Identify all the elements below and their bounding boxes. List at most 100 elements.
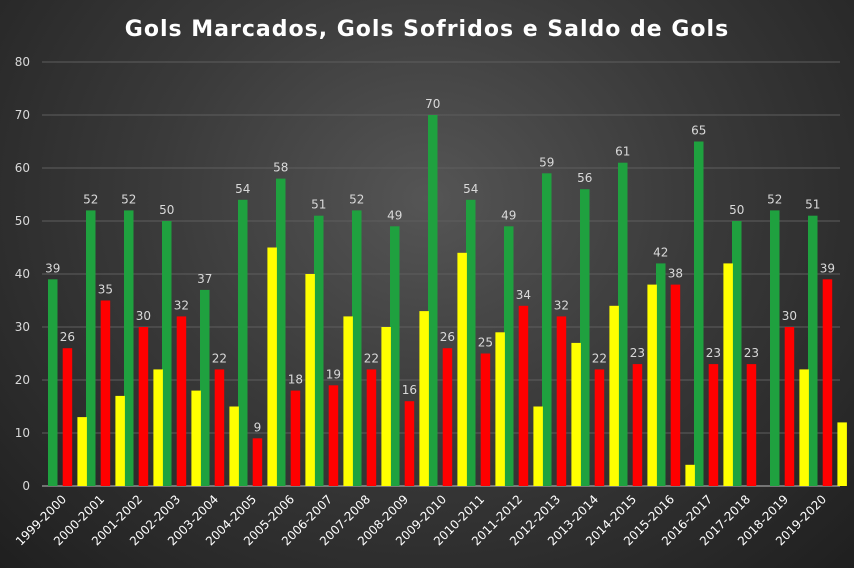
x-axis: 1999-20002000-20012001-20022002-20032003… [13,492,829,548]
data-label: 30 [782,309,797,323]
data-label: 19 [326,367,341,381]
y-tick-label: 10 [15,426,30,440]
bar [328,385,339,486]
data-label: 50 [729,203,744,217]
data-label: 18 [288,373,303,387]
bar [77,417,87,486]
data-label: 52 [349,192,364,206]
bar [518,305,529,486]
y-tick-label: 30 [15,320,30,334]
y-tick-label: 80 [15,55,30,69]
bar [290,390,301,486]
bar [533,406,543,486]
data-label: 52 [767,192,782,206]
bar [466,199,476,487]
bar [404,401,415,486]
bar [594,369,605,486]
bar [100,300,111,486]
bar [381,327,391,486]
y-tick-label: 20 [15,373,30,387]
data-label: 26 [60,330,75,344]
bar [770,210,780,486]
y-tick-label: 50 [15,214,30,228]
data-label: 58 [273,161,288,175]
bar [48,279,58,486]
data-label: 23 [706,346,721,360]
bar [556,316,567,486]
bar [694,141,704,486]
bar [86,210,96,486]
bar [124,210,134,486]
data-label: 32 [554,298,569,312]
data-label: 30 [136,309,151,323]
data-label: 49 [387,208,402,222]
bar [822,279,833,486]
chart-title: Gols Marcados, Gols Sofridos e Saldo de … [125,17,729,42]
bar [732,221,742,486]
bar [176,316,187,486]
gridlines [42,61,840,487]
bar [495,332,505,486]
bar [685,464,695,486]
bar [267,247,277,486]
data-label: 22 [592,351,607,365]
bar [837,422,847,486]
bar [504,226,514,487]
data-label: 35 [98,283,113,297]
data-label: 16 [402,383,417,397]
bar [808,215,818,486]
data-label: 52 [121,192,136,206]
bar [746,364,757,486]
bar [153,369,163,486]
bar [442,348,453,486]
data-label: 38 [668,267,683,281]
data-label: 23 [744,346,759,360]
data-label: 54 [463,182,478,196]
y-tick-label: 40 [15,267,30,281]
bar [115,395,125,486]
data-label: 70 [425,97,440,111]
data-label: 54 [235,182,250,196]
data-label: 25 [478,336,493,350]
data-label: 26 [440,330,455,344]
bar [571,342,581,486]
y-tick-label: 60 [15,161,30,175]
data-label: 61 [615,145,630,159]
bar [480,353,491,486]
y-tick-label: 0 [22,479,30,493]
bar [229,406,239,486]
data-label: 50 [159,203,174,217]
bar [670,284,681,486]
bar [390,226,400,487]
bar [723,263,733,486]
bar [162,221,172,486]
data-label: 51 [311,198,326,212]
data-label: 56 [577,171,592,185]
data-label: 22 [212,351,227,365]
bar [542,173,552,487]
bar [708,364,719,486]
bar [632,364,643,486]
bar [784,327,795,486]
bar [138,327,149,486]
bar [428,115,438,486]
bar [799,369,809,486]
bars [48,115,847,487]
bar [305,274,315,486]
bar [200,289,210,486]
bar [214,369,225,486]
data-label: 49 [501,208,516,222]
bar [314,215,324,486]
bar [276,178,286,486]
y-axis: 0 10 20 30 40 50 60 70 80 [15,55,30,493]
bar [618,162,628,486]
bar [419,311,429,486]
data-label: 51 [805,198,820,212]
bar [352,210,362,486]
data-label: 42 [653,245,668,259]
data-label: 9 [254,420,262,434]
data-label: 59 [539,155,554,169]
data-labels: 39 52 52 50 37 54 58 51 52 49 70 54 49 59 56 61 42 65 50 52… [45,97,835,434]
bar [343,316,353,486]
